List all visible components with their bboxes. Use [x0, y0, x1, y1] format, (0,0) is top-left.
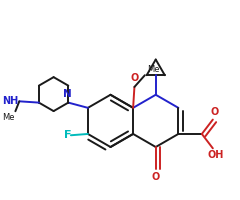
Text: OH: OH — [207, 150, 224, 160]
Text: F: F — [64, 130, 72, 140]
Text: Me: Me — [2, 113, 15, 122]
Text: NH: NH — [2, 96, 18, 106]
Text: O: O — [152, 172, 160, 182]
Text: O: O — [210, 107, 218, 117]
Text: Me: Me — [148, 65, 160, 74]
Text: N: N — [63, 89, 71, 99]
Text: O: O — [130, 73, 138, 83]
